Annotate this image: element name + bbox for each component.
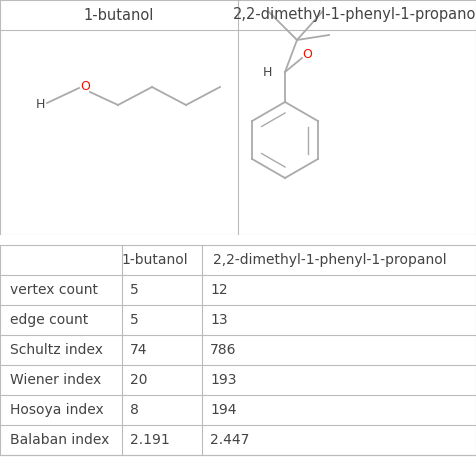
Text: 5: 5 [130,313,139,327]
Text: Schultz index: Schultz index [10,343,103,357]
Text: 1-butanol: 1-butanol [122,253,188,267]
Text: 2,2-dimethyl-1-phenyl-1-propanol: 2,2-dimethyl-1-phenyl-1-propanol [213,253,447,267]
Text: 13: 13 [210,313,228,327]
Text: 2.447: 2.447 [210,433,249,447]
Text: Balaban index: Balaban index [10,433,109,447]
Text: 74: 74 [130,343,148,357]
Text: H: H [262,65,272,78]
Text: 5: 5 [130,283,139,297]
Text: 2.191: 2.191 [130,433,170,447]
Text: 8: 8 [130,403,139,417]
Text: H: H [35,99,45,111]
Text: vertex count: vertex count [10,283,98,297]
Text: 786: 786 [210,343,237,357]
Text: edge count: edge count [10,313,88,327]
Text: 1-butanol: 1-butanol [84,8,154,23]
Text: 194: 194 [210,403,237,417]
Text: Hosoya index: Hosoya index [10,403,104,417]
Text: 20: 20 [130,373,148,387]
Text: O: O [80,80,90,94]
Text: 2,2-dimethyl-1-phenyl-1-propanol: 2,2-dimethyl-1-phenyl-1-propanol [233,8,476,23]
Text: Wiener index: Wiener index [10,373,101,387]
Text: 12: 12 [210,283,228,297]
Text: 193: 193 [210,373,237,387]
Text: O: O [302,47,312,61]
